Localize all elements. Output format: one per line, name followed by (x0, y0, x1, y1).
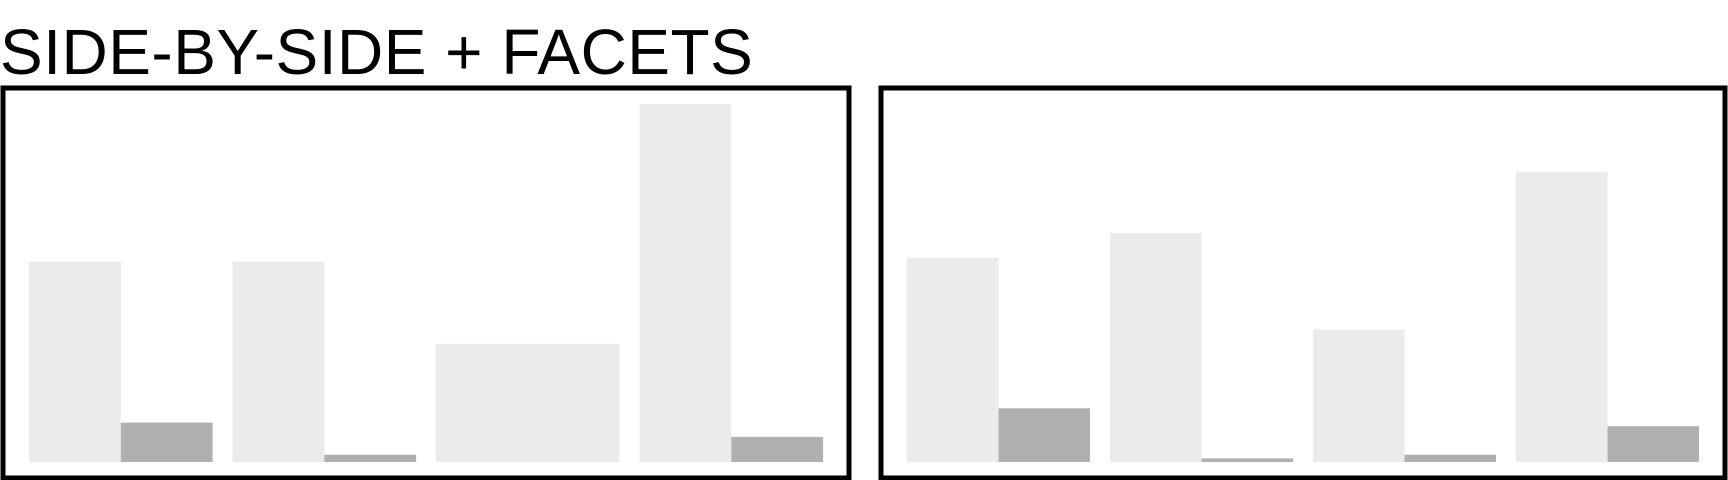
bar-series-1-group-3 (1313, 329, 1405, 462)
facet-frame (0, 85, 852, 480)
bar-series-2-group-1 (998, 408, 1090, 462)
bar-series-2-group-2 (324, 454, 417, 462)
facet-panel-2 (878, 85, 1728, 480)
bar-series-2-group-4 (1607, 426, 1699, 462)
facet-frame (878, 85, 1728, 480)
bar-series-2-group-1 (120, 422, 213, 462)
bar-series-2-group-2 (1201, 458, 1293, 462)
bar-series-2-group-3 (1404, 454, 1496, 462)
bar-series-2-group-4 (731, 436, 824, 462)
bar-series-1-group-1 (29, 261, 121, 462)
bar-series-1-group-2 (1110, 232, 1202, 462)
bar-series-1-group-1 (907, 257, 999, 462)
facet-panel-1 (0, 85, 852, 480)
bar-series-1-group-3 (436, 343, 620, 462)
bar-series-1-group-4 (1516, 172, 1608, 462)
bar-series-1-group-4 (639, 104, 732, 462)
bar-series-1-group-2 (232, 261, 325, 462)
page-title: SIDE-BY-SIDE + FACETS (0, 16, 754, 88)
